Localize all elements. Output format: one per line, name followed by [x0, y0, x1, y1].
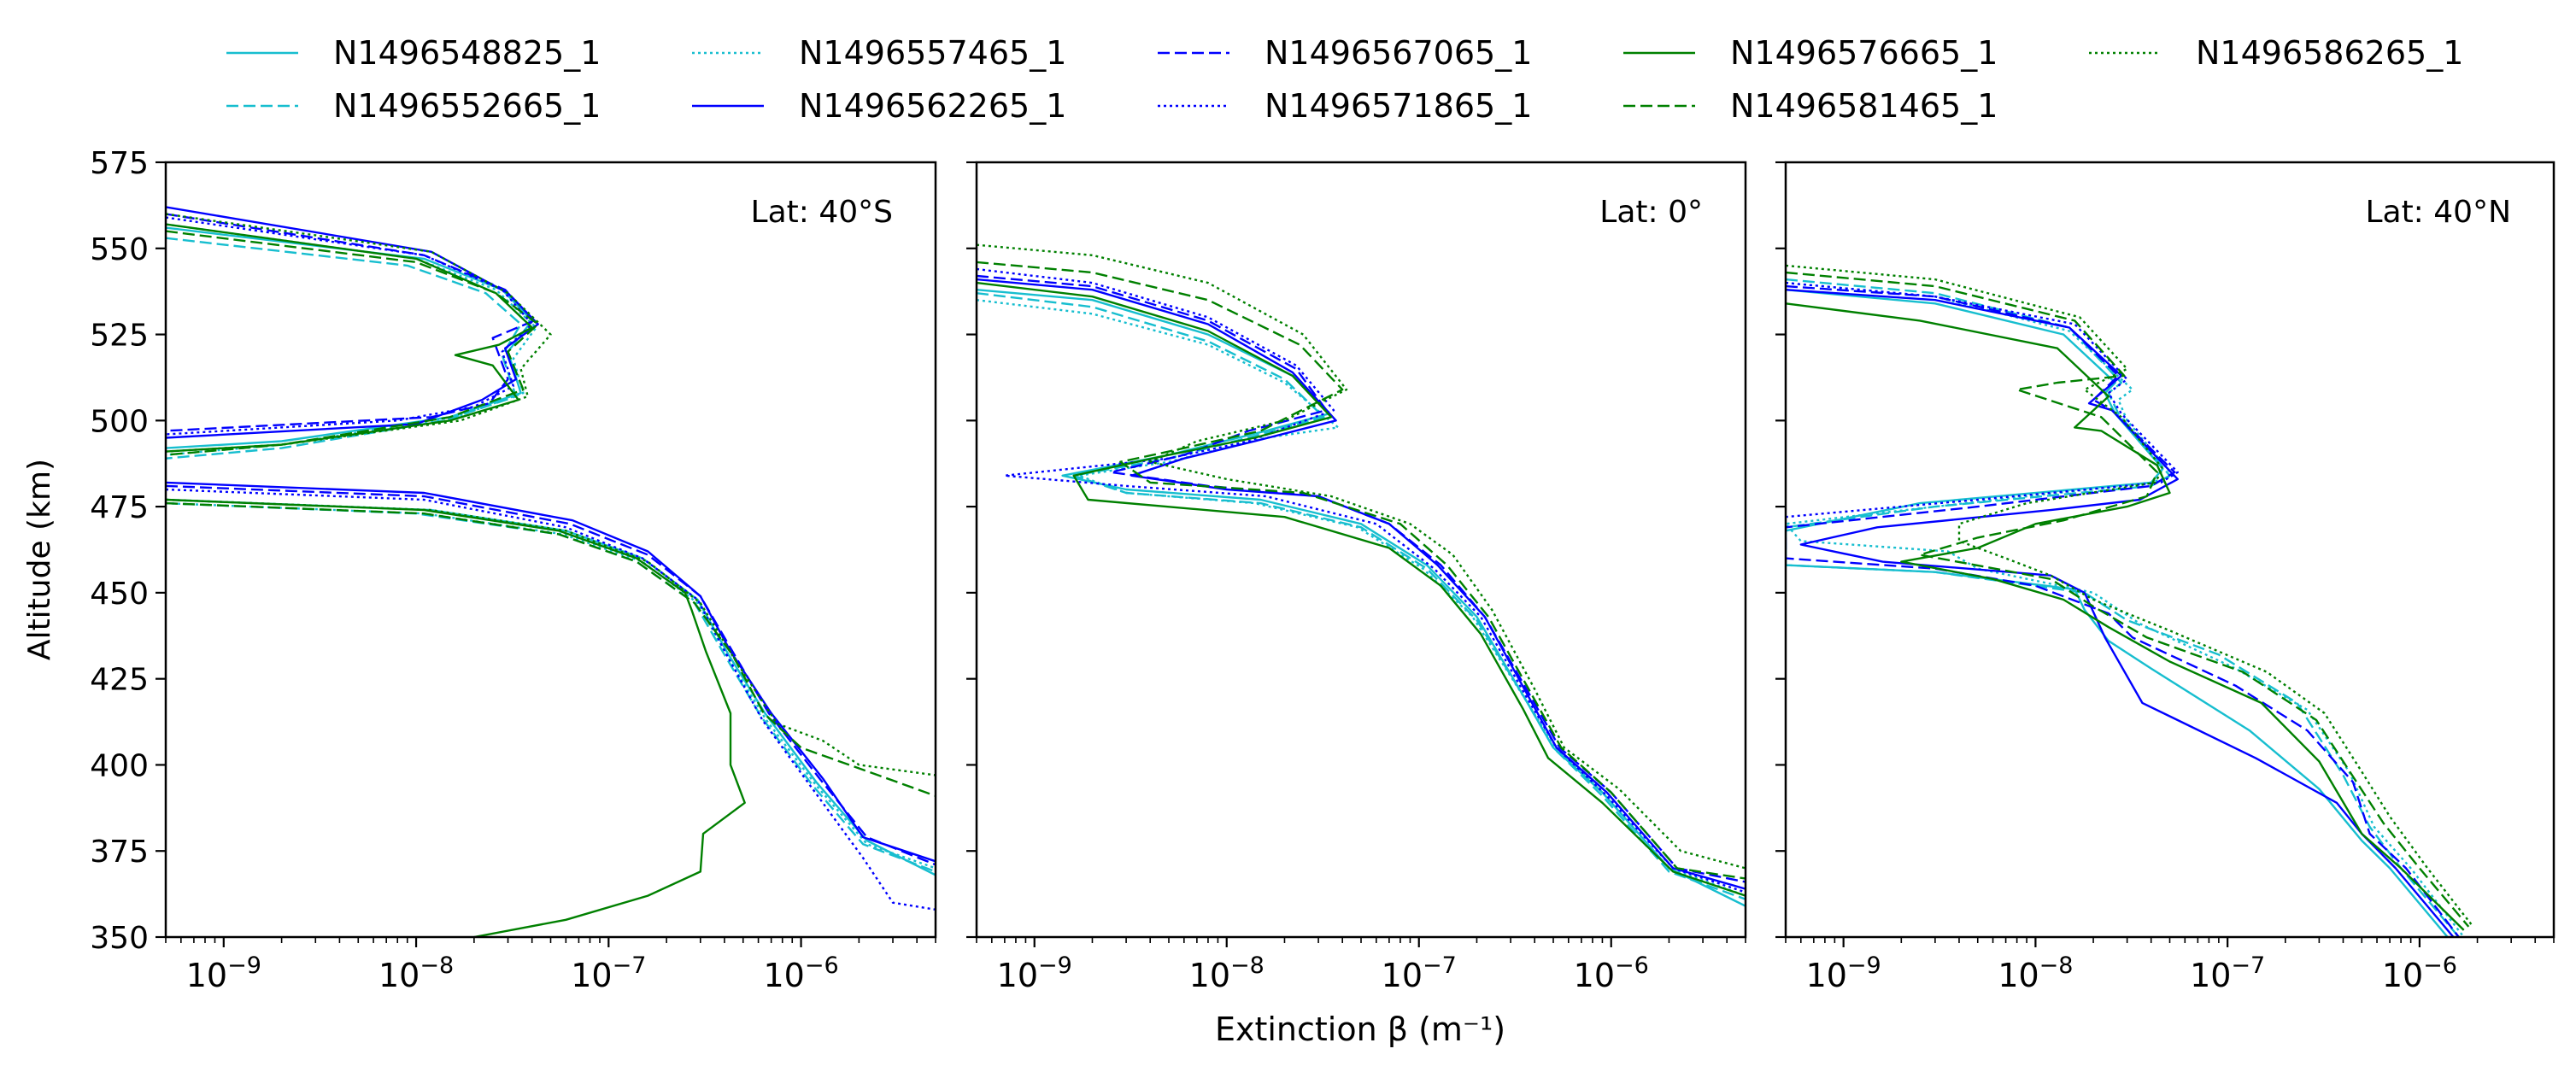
legend-entry: N1496576665_1 — [1623, 34, 1998, 72]
legend-label: N1496557465_1 — [799, 34, 1066, 72]
series-line — [977, 299, 1746, 897]
x-tick-label: 10−8 — [1189, 952, 1265, 994]
series-line — [977, 278, 1746, 890]
series-line — [166, 484, 936, 866]
series-line — [977, 267, 1746, 893]
y-tick-label: 375 — [90, 835, 149, 870]
legend-label: N1496552665_1 — [333, 87, 601, 125]
series-line — [166, 226, 533, 449]
legend: N1496548825_1 N1496552665_1 N1496557465_1 N… — [226, 34, 2463, 125]
panel-1: 350 375 400 425 450 475 500 525 550 575 10−9 10−8 10… — [90, 146, 937, 994]
legend-entry: N1496548825_1 — [226, 34, 601, 72]
legend-entry: N1496571865_1 — [1158, 87, 1532, 125]
series-line — [977, 261, 1746, 880]
legend-label: N1496576665_1 — [1730, 34, 1998, 72]
series-group — [977, 243, 1746, 907]
legend-label: N1496581465_1 — [1730, 87, 1998, 125]
series-line — [1786, 278, 2460, 937]
series-group — [1786, 264, 2474, 937]
legend-entry: N1496586265_1 — [2089, 34, 2463, 72]
legend-label: N1496571865_1 — [1265, 87, 1532, 125]
series-line — [1786, 289, 2455, 937]
series-line — [1786, 289, 2449, 937]
legend-entry: N1496557465_1 — [692, 34, 1066, 72]
legend-label: N1496562265_1 — [799, 87, 1066, 125]
x-tick-label: 10−6 — [2382, 952, 2457, 994]
series-group — [166, 206, 936, 937]
legend-label: N1496586265_1 — [2196, 34, 2463, 72]
series-line — [977, 281, 1746, 897]
series-line — [166, 237, 522, 460]
series-line — [166, 498, 936, 876]
series-line — [166, 223, 533, 453]
x-tick-label: 10−6 — [1574, 952, 1649, 994]
y-tick-label: 500 — [90, 404, 149, 439]
series-line — [166, 223, 537, 456]
y-tick-label: 550 — [90, 232, 149, 267]
series-line — [1786, 271, 2470, 928]
y-tick-label: 525 — [90, 319, 149, 354]
series-line — [977, 274, 1746, 883]
y-axis-label: Altitude (km) — [22, 459, 57, 660]
x-tick-label: 10−9 — [997, 952, 1072, 994]
series-line — [166, 488, 936, 911]
series-line — [1786, 264, 2474, 928]
series-line — [166, 481, 936, 863]
series-line — [166, 216, 533, 436]
axes-frame — [1784, 161, 2555, 939]
panel-2: 10−9 10−8 10−7 10−6 Lat: 0° — [966, 161, 1747, 994]
y-tick-label: 475 — [90, 490, 149, 525]
series-line — [1786, 281, 2179, 518]
x-axis-label: Extinction β (m⁻¹) — [1215, 1011, 1505, 1048]
series-line — [166, 213, 552, 453]
series-line — [166, 501, 936, 870]
series-line — [166, 498, 746, 937]
x-tick-label: 10−7 — [571, 952, 646, 994]
x-tick-label: 10−9 — [1806, 952, 1881, 994]
panel-annotation: Lat: 0° — [1599, 195, 1703, 230]
legend-label: N1496548825_1 — [333, 34, 601, 72]
x-tick-label: 10−9 — [186, 952, 261, 994]
series-line — [166, 498, 936, 776]
x-tick-label: 10−8 — [1998, 952, 2073, 994]
axes-frame — [975, 161, 1747, 939]
legend-entry: N1496562265_1 — [692, 87, 1066, 125]
x-tick-label: 10−8 — [378, 952, 454, 994]
series-line — [166, 213, 536, 432]
x-tick-label: 10−7 — [2190, 952, 2265, 994]
y-tick-label: 450 — [90, 577, 149, 612]
series-line — [977, 243, 1746, 870]
panel-annotation: Lat: 40°S — [751, 195, 893, 230]
series-line — [166, 501, 936, 797]
series-line — [1786, 284, 2460, 937]
y-tick-label: 575 — [90, 146, 149, 181]
axes-frame — [164, 161, 937, 939]
x-tick-label: 10−7 — [1382, 952, 1457, 994]
y-tick-label: 350 — [90, 921, 149, 956]
series-line — [166, 230, 539, 456]
legend-label: N1496567065_1 — [1265, 34, 1532, 72]
legend-entry: N1496567065_1 — [1158, 34, 1532, 72]
series-line — [1786, 302, 2465, 931]
panel-3: 10−9 10−8 10−7 10−6 Lat: 40°N — [1775, 161, 2555, 994]
legend-entry: N1496552665_1 — [226, 87, 601, 125]
y-tick-label: 425 — [90, 663, 149, 698]
legend-entry: N1496581465_1 — [1623, 87, 1998, 125]
y-tick-label: 400 — [90, 748, 149, 783]
panel-annotation: Lat: 40°N — [2365, 195, 2511, 230]
x-tick-label: 10−6 — [763, 952, 838, 994]
series-line — [977, 292, 1746, 900]
series-line — [166, 501, 936, 873]
